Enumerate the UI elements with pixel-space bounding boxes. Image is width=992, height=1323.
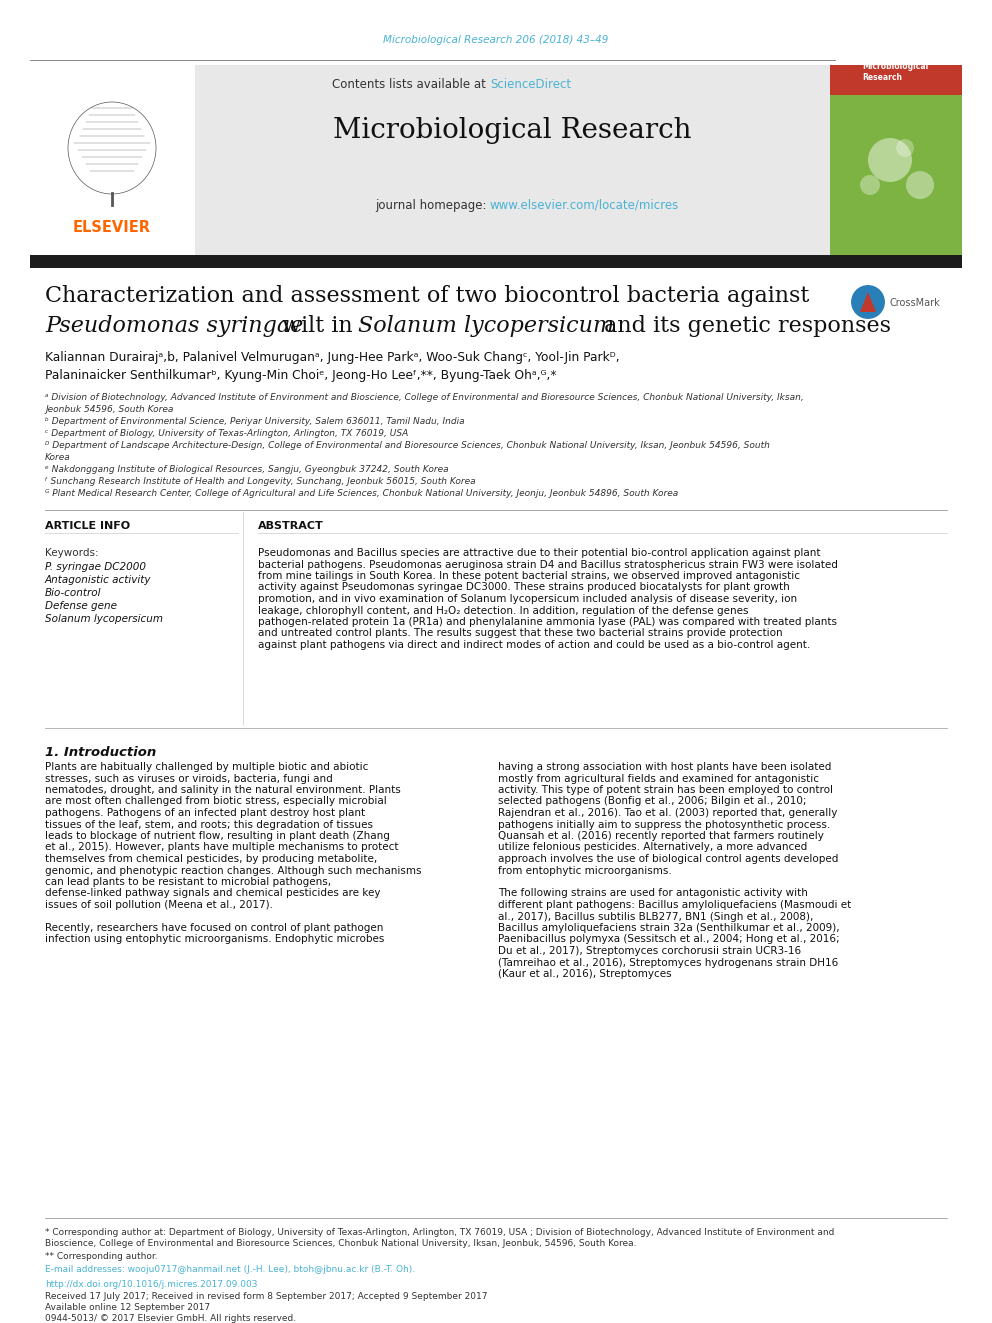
Text: ABSTRACT: ABSTRACT — [258, 521, 323, 531]
Circle shape — [860, 175, 880, 194]
Text: E-mail addresses: wooju0717@hanmail.net (J.-H. Lee), btoh@jbnu.ac.kr (B.-T. Oh).: E-mail addresses: wooju0717@hanmail.net … — [45, 1265, 415, 1274]
Text: Contents lists available at: Contents lists available at — [332, 78, 490, 91]
Text: (Tamreihao et al., 2016), Streptomyces hydrogenans strain DH16: (Tamreihao et al., 2016), Streptomyces h… — [498, 958, 838, 967]
Text: Quansah et al. (2016) recently reported that farmers routinely: Quansah et al. (2016) recently reported … — [498, 831, 824, 841]
Text: activity. This type of potent strain has been employed to control: activity. This type of potent strain has… — [498, 785, 833, 795]
Text: http://dx.doi.org/10.1016/j.micres.2017.09.003: http://dx.doi.org/10.1016/j.micres.2017.… — [45, 1279, 258, 1289]
Text: Pseudomonas syringae: Pseudomonas syringae — [45, 315, 304, 337]
Text: pathogens. Pathogens of an infected plant destroy host plant: pathogens. Pathogens of an infected plan… — [45, 808, 365, 818]
Text: different plant pathogens: Bacillus amyloliquefaciens (Masmoudi et: different plant pathogens: Bacillus amyl… — [498, 900, 851, 910]
Text: can lead plants to be resistant to microbial pathogens,: can lead plants to be resistant to micro… — [45, 877, 331, 886]
FancyBboxPatch shape — [195, 65, 830, 255]
Text: Kaliannan Durairajᵃ,b, Palanivel Velmuruganᵃ, Jung-Hee Parkᵃ, Woo-Suk Changᶜ, Yo: Kaliannan Durairajᵃ,b, Palanivel Velmuru… — [45, 352, 620, 365]
Text: Solanum lycopersicum: Solanum lycopersicum — [358, 315, 614, 337]
Text: Du et al., 2017), Streptomyces corchorusii strain UCR3-16: Du et al., 2017), Streptomyces corchorus… — [498, 946, 802, 957]
Text: pathogens initially aim to suppress the photosynthetic process.: pathogens initially aim to suppress the … — [498, 819, 830, 830]
Text: Microbiological Research: Microbiological Research — [332, 116, 691, 143]
Text: from entophytic microorganisms.: from entophytic microorganisms. — [498, 865, 672, 876]
Text: Recently, researchers have focused on control of plant pathogen: Recently, researchers have focused on co… — [45, 923, 383, 933]
Text: ARTICLE INFO: ARTICLE INFO — [45, 521, 130, 531]
Text: ᵉ Nakdonggang Institute of Biological Resources, Sangju, Gyeongbuk 37242, South : ᵉ Nakdonggang Institute of Biological Re… — [45, 466, 448, 475]
Text: www.elsevier.com/locate/micres: www.elsevier.com/locate/micres — [490, 198, 680, 212]
Text: utilize felonious pesticides. Alternatively, a more advanced: utilize felonious pesticides. Alternativ… — [498, 843, 807, 852]
Text: journal homepage:: journal homepage: — [375, 198, 490, 212]
Text: leakage, chlorophyll content, and H₂O₂ detection. In addition, regulation of the: leakage, chlorophyll content, and H₂O₂ d… — [258, 606, 749, 615]
Circle shape — [850, 284, 886, 320]
Text: Jeonbuk 54596, South Korea: Jeonbuk 54596, South Korea — [45, 406, 174, 414]
Text: 0944-5013/ © 2017 Elsevier GmbH. All rights reserved.: 0944-5013/ © 2017 Elsevier GmbH. All rig… — [45, 1314, 297, 1323]
Text: themselves from chemical pesticides, by producing metabolite,: themselves from chemical pesticides, by … — [45, 855, 377, 864]
Text: Bacillus amyloliquefaciens strain 32a (Senthilkumar et al., 2009),: Bacillus amyloliquefaciens strain 32a (S… — [498, 923, 839, 933]
Circle shape — [868, 138, 912, 183]
Text: nematodes, drought, and salinity in the natural environment. Plants: nematodes, drought, and salinity in the … — [45, 785, 401, 795]
Text: Bioscience, College of Environmental and Bioresource Sciences, Chonbuk National : Bioscience, College of Environmental and… — [45, 1240, 637, 1248]
Text: infection using entophytic microorganisms. Endophytic microbes: infection using entophytic microorganism… — [45, 934, 384, 945]
Text: Rajendran et al., 2016). Tao et al. (2003) reported that, generally: Rajendran et al., 2016). Tao et al. (200… — [498, 808, 837, 818]
Text: P. syringae DC2000: P. syringae DC2000 — [45, 562, 146, 572]
Text: approach involves the use of biological control agents developed: approach involves the use of biological … — [498, 855, 838, 864]
Text: leads to blockage of nutrient flow, resulting in plant death (Zhang: leads to blockage of nutrient flow, resu… — [45, 831, 390, 841]
Text: stresses, such as viruses or viroids, bacteria, fungi and: stresses, such as viruses or viroids, ba… — [45, 774, 332, 783]
Text: Microbiological
Research: Microbiological Research — [862, 62, 929, 82]
Text: defense-linked pathway signals and chemical pesticides are key: defense-linked pathway signals and chemi… — [45, 889, 381, 898]
Text: * Corresponding author at: Department of Biology, University of Texas-Arlington,: * Corresponding author at: Department of… — [45, 1228, 834, 1237]
Text: from mine tailings in South Korea. In these potent bacterial strains, we observe: from mine tailings in South Korea. In th… — [258, 572, 800, 581]
Circle shape — [906, 171, 934, 198]
FancyBboxPatch shape — [30, 65, 195, 255]
Text: ᴰ Department of Landscape Architecture-Design, College of Environmental and Bior: ᴰ Department of Landscape Architecture-D… — [45, 442, 770, 451]
Text: against plant pathogens via direct and indirect modes of action and could be use: against plant pathogens via direct and i… — [258, 640, 810, 650]
Text: pathogen-related protein 1a (PR1a) and phenylalanine ammonia lyase (PAL) was com: pathogen-related protein 1a (PR1a) and p… — [258, 617, 837, 627]
Text: ELSEVIER: ELSEVIER — [73, 221, 151, 235]
FancyBboxPatch shape — [30, 255, 962, 269]
Text: The following strains are used for antagonistic activity with: The following strains are used for antag… — [498, 889, 807, 898]
Text: al., 2017), Bacillus subtilis BLB277, BN1 (Singh et al., 2008),: al., 2017), Bacillus subtilis BLB277, BN… — [498, 912, 813, 922]
FancyBboxPatch shape — [830, 65, 962, 95]
Polygon shape — [860, 292, 876, 312]
Text: promotion, and in vivo examination of Solanum lycopersicum included analysis of : promotion, and in vivo examination of So… — [258, 594, 798, 605]
Text: 1. Introduction: 1. Introduction — [45, 746, 157, 759]
Text: Korea: Korea — [45, 454, 70, 463]
Text: (Kaur et al., 2016), Streptomyces: (Kaur et al., 2016), Streptomyces — [498, 968, 672, 979]
Text: ᵇ Department of Environmental Science, Periyar University, Salem 636011, Tamil N: ᵇ Department of Environmental Science, P… — [45, 418, 464, 426]
Text: Antagonistic activity: Antagonistic activity — [45, 576, 152, 585]
Text: ᶠ Sunchang Research Institute of Health and Longevity, Sunchang, Jeonbuk 56015, : ᶠ Sunchang Research Institute of Health … — [45, 478, 475, 487]
Text: Received 17 July 2017; Received in revised form 8 September 2017; Accepted 9 Sep: Received 17 July 2017; Received in revis… — [45, 1293, 487, 1301]
Text: selected pathogens (Bonfig et al., 2006; Bilgin et al., 2010;: selected pathogens (Bonfig et al., 2006;… — [498, 796, 806, 807]
Text: Microbiological Research 206 (2018) 43–49: Microbiological Research 206 (2018) 43–4… — [383, 34, 609, 45]
Text: Pseudomonas and Bacillus species are attractive due to their potential bio-contr: Pseudomonas and Bacillus species are att… — [258, 548, 820, 558]
Text: and its genetic responses: and its genetic responses — [597, 315, 891, 337]
Text: mostly from agricultural fields and examined for antagonistic: mostly from agricultural fields and exam… — [498, 774, 819, 783]
Text: bacterial pathogens. Pseudomonas aeruginosa strain D4 and Bacillus stratospheric: bacterial pathogens. Pseudomonas aerugin… — [258, 560, 838, 569]
Text: activity against Pseudomonas syringae DC3000. These strains produced biocatalyst: activity against Pseudomonas syringae DC… — [258, 582, 790, 593]
Text: Defense gene: Defense gene — [45, 601, 117, 611]
Text: wilt in: wilt in — [275, 315, 360, 337]
Text: Plants are habitually challenged by multiple biotic and abiotic: Plants are habitually challenged by mult… — [45, 762, 368, 773]
Text: ** Corresponding author.: ** Corresponding author. — [45, 1252, 158, 1261]
Text: Paenibacillus polymyxa (Sessitsch et al., 2004; Hong et al., 2016;: Paenibacillus polymyxa (Sessitsch et al.… — [498, 934, 839, 945]
Circle shape — [896, 139, 914, 157]
Text: Available online 12 September 2017: Available online 12 September 2017 — [45, 1303, 210, 1312]
Text: and untreated control plants. The results suggest that these two bacterial strai: and untreated control plants. The result… — [258, 628, 783, 639]
Text: Bio-control: Bio-control — [45, 587, 101, 598]
Text: are most often challenged from biotic stress, especially microbial: are most often challenged from biotic st… — [45, 796, 387, 807]
Text: having a strong association with host plants have been isolated: having a strong association with host pl… — [498, 762, 831, 773]
Text: ᴳ Plant Medical Research Center, College of Agricultural and Life Sciences, Chon: ᴳ Plant Medical Research Center, College… — [45, 490, 679, 499]
Text: tissues of the leaf, stem, and roots; this degradation of tissues: tissues of the leaf, stem, and roots; th… — [45, 819, 373, 830]
FancyBboxPatch shape — [830, 65, 962, 255]
Text: Characterization and assessment of two biocontrol bacteria against: Characterization and assessment of two b… — [45, 284, 809, 307]
Text: ᶜ Department of Biology, University of Texas-Arlington, Arlington, TX 76019, USA: ᶜ Department of Biology, University of T… — [45, 430, 409, 438]
Text: genomic, and phenotypic reaction changes. Although such mechanisms: genomic, and phenotypic reaction changes… — [45, 865, 422, 876]
Text: ScienceDirect: ScienceDirect — [490, 78, 571, 91]
Text: Palaninaicker Senthilkumarᵇ, Kyung-Min Choiᵉ, Jeong-Ho Leeᶠ,**, Byung-Taek Ohᵃ,ᴳ: Palaninaicker Senthilkumarᵇ, Kyung-Min C… — [45, 369, 557, 382]
Text: CrossMark: CrossMark — [890, 298, 940, 308]
Text: ᵃ Division of Biotechnology, Advanced Institute of Environment and Bioscience, C: ᵃ Division of Biotechnology, Advanced In… — [45, 393, 804, 402]
FancyBboxPatch shape — [830, 65, 880, 95]
Text: et al., 2015). However, plants have multiple mechanisms to protect: et al., 2015). However, plants have mult… — [45, 843, 399, 852]
Text: Keywords:: Keywords: — [45, 548, 98, 558]
Text: issues of soil pollution (Meena et al., 2017).: issues of soil pollution (Meena et al., … — [45, 900, 273, 910]
Text: Solanum lycopersicum: Solanum lycopersicum — [45, 614, 163, 624]
